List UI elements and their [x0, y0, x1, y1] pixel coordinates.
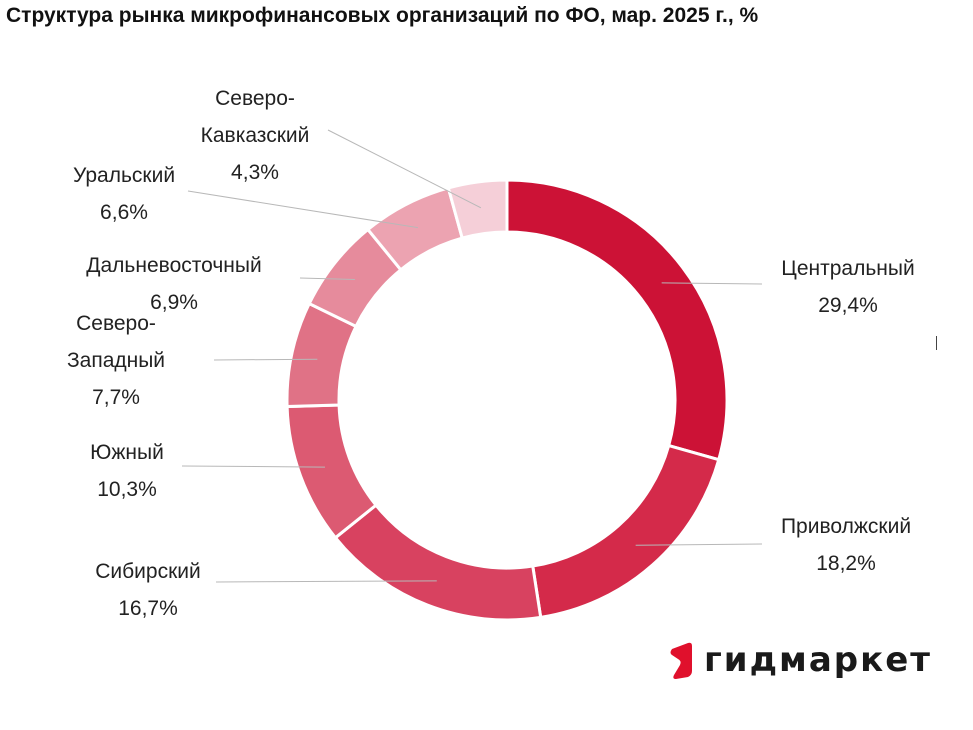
leader-line — [327, 129, 482, 209]
slice-label-name: Западный — [66, 349, 166, 372]
slice-label-name: Приволжский — [780, 515, 912, 538]
slice-label: Северо- Кавказский 4,3% — [201, 80, 310, 191]
slice-label: Приволжский 18,2% — [781, 508, 911, 582]
slice-label-name: Сибирский — [95, 560, 201, 583]
slice-label-value: 4,3% — [231, 161, 279, 184]
slice-label: Южный 10,3% — [90, 434, 164, 508]
slice-label-name: Кавказский — [200, 124, 310, 147]
leader-line — [215, 580, 437, 583]
slice-label-name: Северо- — [215, 87, 295, 110]
donut-slice — [505, 178, 729, 462]
slice-label-name: Северо- — [76, 312, 156, 335]
leader-line — [187, 190, 419, 229]
donut-slice — [531, 443, 721, 620]
slice-label: Центральный 29,4% — [781, 250, 914, 324]
slice-label-value: 6,6% — [100, 201, 148, 224]
leader-line — [635, 543, 763, 546]
slice-label-name: Южный — [90, 441, 164, 464]
brand-logo: гидмаркет — [668, 640, 932, 680]
slice-label-value: 29,4% — [818, 294, 878, 317]
brand-logo-icon — [670, 642, 692, 679]
slice-label-name: Дальневосточный — [86, 254, 262, 277]
cursor-mark — [936, 336, 937, 350]
brand-wordmark: гидмаркет — [704, 640, 932, 680]
donut-slice — [333, 503, 543, 622]
slice-label-value: 7,7% — [92, 386, 140, 409]
slice-label: Дальневосточный 6,9% — [86, 247, 261, 321]
leader-line — [661, 282, 763, 285]
leader-line — [299, 277, 355, 281]
slice-label: Северо- Западный 7,7% — [67, 305, 165, 416]
slice-label-name: Центральный — [781, 257, 915, 280]
leader-line — [181, 465, 325, 468]
slice-label: Уральский 6,6% — [73, 157, 175, 231]
slice-label: Сибирский 16,7% — [95, 553, 200, 627]
slice-label-value: 6,9% — [150, 291, 198, 314]
slice-label-name: Уральский — [72, 164, 176, 187]
donut-slice — [446, 178, 509, 240]
chart-title: Структура рынка микрофинансовых организа… — [6, 4, 759, 27]
slice-label-value: 16,7% — [118, 597, 178, 620]
leader-line — [213, 358, 318, 361]
slice-label-value: 18,2% — [816, 552, 876, 575]
slice-label-value: 10,3% — [97, 478, 157, 501]
